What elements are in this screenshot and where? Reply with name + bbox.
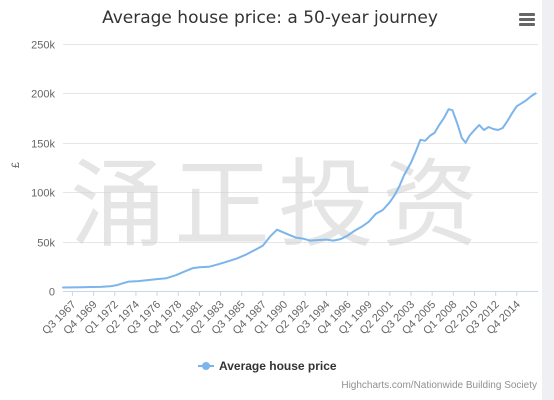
y-tick-label: 200k — [31, 89, 55, 101]
y-tick-label: 50k — [37, 238, 55, 250]
y-tick-label: 250k — [31, 40, 55, 52]
legend-label[interactable]: Average house price — [219, 359, 337, 373]
legend-circle-marker — [202, 362, 210, 370]
chart-title: Average house price: a 50-year journey — [102, 8, 438, 28]
y-axis-label: £ — [10, 162, 22, 168]
credits-link[interactable]: Highcharts.com/Nationwide Building Socie… — [341, 380, 537, 391]
y-tick-label: 150k — [31, 139, 55, 151]
right-edge-strip — [542, 0, 554, 400]
y-tick-label: 0 — [49, 287, 55, 299]
hamburger-menu-icon — [519, 13, 535, 26]
y-axis-ticks: 0 50k 100k 150k 200k 250k — [31, 40, 55, 299]
watermark: 涌正投资 — [70, 149, 486, 261]
y-tick-label: 100k — [31, 188, 55, 200]
series-line-0[interactable] — [62, 92, 537, 289]
series-group — [62, 92, 537, 289]
legend[interactable]: Average house price — [198, 359, 337, 373]
chart-menu-button[interactable] — [517, 10, 539, 28]
